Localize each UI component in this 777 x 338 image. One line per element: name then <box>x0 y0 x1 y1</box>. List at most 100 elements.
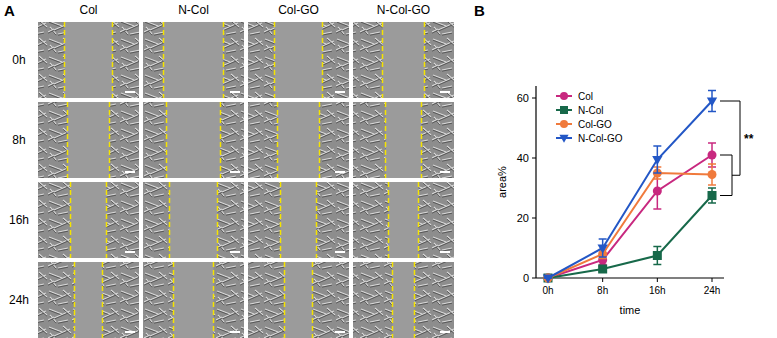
legend-label: N-Col-GO <box>578 133 623 144</box>
data-point <box>597 244 607 253</box>
micrograph <box>248 22 349 98</box>
error-cap <box>708 142 716 144</box>
edge-line <box>220 102 222 178</box>
cell-image <box>38 102 139 178</box>
panel-label: A <box>4 2 15 19</box>
micrograph <box>38 102 139 178</box>
error-bar <box>708 143 716 167</box>
edge-line <box>70 182 72 258</box>
error-cap <box>708 202 716 204</box>
x-tick-label: 8h <box>597 285 608 296</box>
cell-image <box>143 262 244 338</box>
scratch-gap <box>164 22 224 98</box>
series-line <box>548 173 712 278</box>
error-bar <box>653 173 661 209</box>
edge-line <box>284 262 286 338</box>
data-point <box>707 97 717 106</box>
edge-line <box>169 182 171 258</box>
y-axis <box>535 86 536 278</box>
error-bar <box>708 164 716 185</box>
y-tick <box>532 218 536 219</box>
error-cap <box>708 90 716 92</box>
micrograph <box>38 262 139 338</box>
error-cap <box>653 172 661 174</box>
error-cap <box>708 163 716 165</box>
data-point <box>653 251 662 260</box>
data-point <box>653 187 662 196</box>
scratch-gap <box>386 102 422 178</box>
significance-label: ** <box>744 132 754 146</box>
column-label: N-Col <box>178 3 209 17</box>
bracket-line <box>740 101 741 175</box>
scale-bar <box>440 251 450 253</box>
edge-line <box>414 262 416 338</box>
edge-line <box>223 22 225 98</box>
error-bar <box>653 247 661 265</box>
cell-image <box>143 182 244 258</box>
error-cap <box>708 184 716 186</box>
scratch-gap <box>170 182 218 258</box>
data-point <box>544 274 553 283</box>
data-point <box>652 156 662 165</box>
error-bar <box>599 256 607 265</box>
x-tick-label: 16h <box>649 285 666 296</box>
bracket-line <box>720 195 732 196</box>
cell-image <box>353 102 454 178</box>
legend-label: Col <box>578 91 593 102</box>
bracket-line <box>732 175 740 176</box>
scale-bar <box>230 251 240 253</box>
edge-line <box>418 182 420 258</box>
micrograph <box>248 262 349 338</box>
edge-line <box>280 182 282 258</box>
edge-line <box>213 262 215 338</box>
edge-line <box>173 262 175 338</box>
scratch-gap <box>389 182 419 258</box>
scale-bar <box>125 91 135 93</box>
x-tick-label: 0h <box>542 285 553 296</box>
edge-line <box>392 262 394 338</box>
scale-bar <box>125 171 135 173</box>
scratch-gap <box>75 262 103 338</box>
edge-line <box>67 102 69 178</box>
cell-image <box>38 182 139 258</box>
error-cap <box>653 246 661 248</box>
y-tick-label: 40 <box>517 152 529 164</box>
cell-image <box>248 102 349 178</box>
scratch-gap <box>71 182 107 258</box>
bracket-line <box>720 101 740 102</box>
edge-line <box>312 262 314 338</box>
scale-bar <box>440 331 450 333</box>
edge-line <box>217 182 219 258</box>
cell-image <box>353 262 454 338</box>
scale-bar <box>440 171 450 173</box>
micrograph <box>38 22 139 98</box>
data-point <box>598 256 607 265</box>
row-label: 16h <box>9 213 29 227</box>
data-point <box>598 265 607 274</box>
cell-image <box>143 22 244 98</box>
x-tick <box>712 278 713 282</box>
cell-image <box>248 22 349 98</box>
y-tick-label: 0 <box>523 272 529 284</box>
legend-marker <box>560 106 568 114</box>
legend-label: Col-GO <box>578 119 612 130</box>
scale-bar <box>335 171 345 173</box>
edge-line <box>106 182 108 258</box>
edge-line <box>319 102 321 178</box>
scale-bar <box>335 91 345 93</box>
series-line <box>548 101 712 278</box>
series-line <box>548 155 712 278</box>
y-axis-label: area% <box>496 166 508 198</box>
column-label: Col <box>79 3 97 17</box>
y-tick <box>532 98 536 99</box>
significance-bracket <box>720 101 740 196</box>
legend: ColN-ColCol-GON-Col-GO <box>556 91 623 144</box>
y-tick-label: 20 <box>517 212 529 224</box>
scale-bar <box>230 331 240 333</box>
scale-bar <box>125 251 135 253</box>
data-point <box>708 170 717 179</box>
legend-marker <box>559 135 568 143</box>
data-point <box>544 274 553 283</box>
error-cap <box>599 238 607 240</box>
y-tick <box>532 278 536 279</box>
